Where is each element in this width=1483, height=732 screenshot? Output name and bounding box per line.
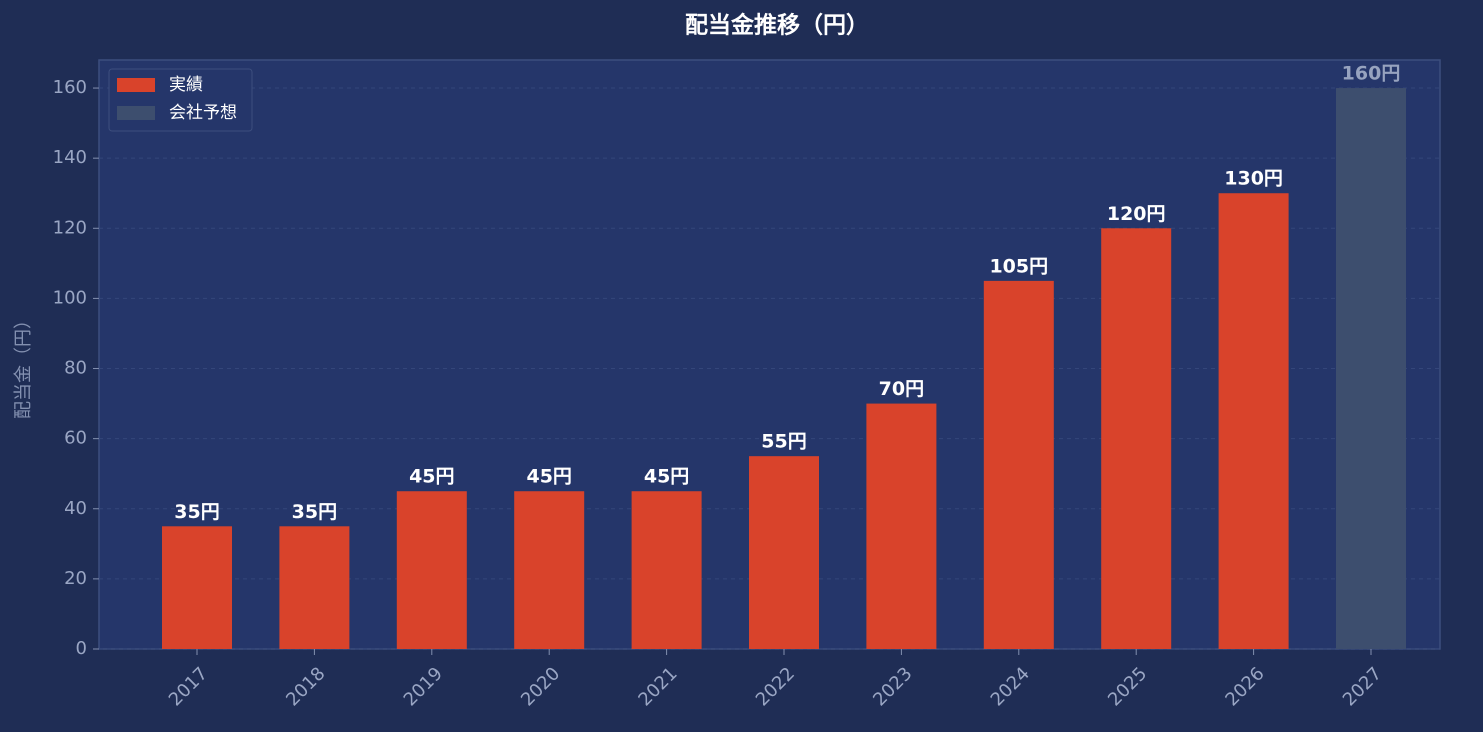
bar	[1218, 193, 1289, 649]
bar	[514, 491, 585, 649]
bar	[1101, 228, 1172, 650]
data-label: 105円	[989, 255, 1048, 277]
y-tick-label: 100	[53, 287, 87, 308]
legend-swatch	[117, 106, 155, 120]
y-tick-label: 140	[53, 147, 87, 168]
data-label: 55円	[761, 431, 806, 453]
bar	[1336, 88, 1406, 650]
y-tick-label: 120	[53, 217, 87, 238]
bar	[631, 491, 702, 649]
data-label: 160円	[1342, 63, 1401, 85]
bar	[866, 403, 937, 649]
y-tick-label: 80	[64, 358, 87, 379]
y-tick-label: 160	[53, 77, 87, 98]
bar	[749, 456, 819, 649]
y-tick-label: 0	[76, 638, 87, 659]
data-label: 70円	[879, 378, 924, 400]
y-axis-label: 配当金（円）	[13, 311, 34, 419]
bar	[162, 526, 232, 649]
y-tick-label: 40	[64, 498, 87, 519]
bar	[983, 280, 1054, 649]
y-tick-label: 20	[64, 568, 87, 589]
chart-title: 配当金推移（円）	[685, 12, 869, 39]
data-label: 130円	[1224, 168, 1283, 190]
data-label: 120円	[1107, 203, 1166, 225]
data-label: 35円	[174, 501, 219, 523]
legend-label: 実績	[169, 75, 203, 95]
data-label: 45円	[644, 466, 689, 488]
data-label: 45円	[526, 466, 571, 488]
legend-swatch	[117, 78, 155, 92]
legend-label: 会社予想	[169, 103, 237, 123]
y-tick-label: 60	[64, 428, 87, 449]
bar	[279, 526, 350, 649]
data-label: 45円	[409, 466, 454, 488]
bar	[396, 491, 467, 649]
data-label: 35円	[292, 501, 337, 523]
